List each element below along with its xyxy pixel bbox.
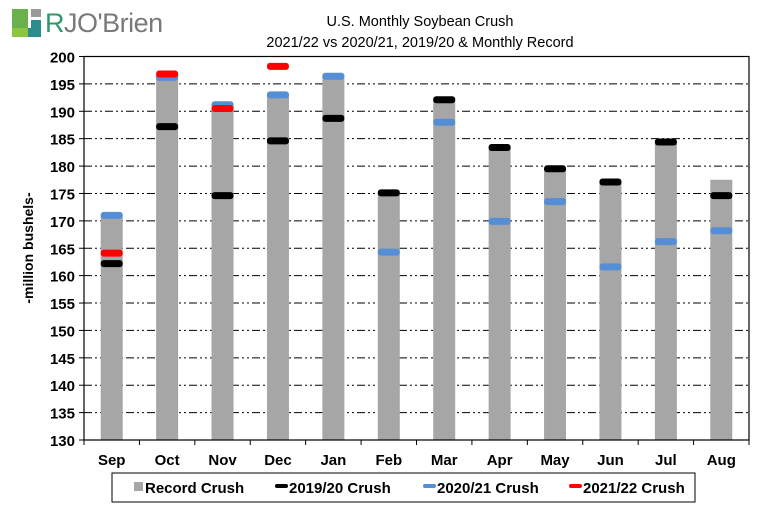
marker-2020-21-crush-aug [710, 227, 733, 235]
x-tick-label: May [540, 452, 570, 469]
legend-box [111, 472, 696, 503]
marker-2019-20-crush-oct [156, 123, 179, 131]
y-tick-label: 135 [50, 406, 75, 423]
legend-swatch-2019-20-crush [275, 484, 288, 488]
rjobrien-logo: RJO'Brien [12, 8, 163, 38]
record-bar-aug [710, 179, 733, 440]
marker-2020-21-crush-sep [100, 211, 123, 219]
marker-2021-22-crush-dec [266, 62, 289, 70]
x-tick-label: Mar [431, 452, 458, 469]
legend-label: 2020/21 Crush [437, 480, 539, 497]
gridlines [84, 83, 749, 414]
marker-2019-20-crush-aug [710, 192, 733, 200]
marker-2020-21-crush-dec [266, 91, 289, 99]
y-tick-label: 160 [50, 269, 75, 286]
legend: Record Crush 2019/20 Crush 2020/21 Crush 20… [111, 472, 696, 503]
y-tick-label: 185 [50, 132, 75, 149]
year-markers [100, 62, 733, 271]
record-bar-mar [433, 99, 456, 441]
legend-swatch-2020-21-crush [423, 484, 436, 488]
x-tick-label: Jun [597, 452, 624, 469]
legend-swatch-2021-22-crush [569, 484, 582, 488]
marker-2020-21-crush-jul [654, 238, 677, 246]
y-tick-label: 155 [50, 296, 75, 313]
x-tick-label: Feb [375, 452, 402, 469]
logo-text: RJO'Brien [45, 8, 163, 39]
logo-mark-icon [12, 9, 41, 37]
record-bar-jan [322, 75, 345, 441]
legend-label: 2021/22 Crush [583, 480, 685, 497]
marker-2019-20-crush-jun [599, 178, 622, 186]
record-bar-jun [599, 180, 622, 440]
marker-2021-22-crush-sep [100, 249, 123, 257]
record-bar-may [544, 168, 567, 440]
record-bar-sep [100, 214, 123, 440]
marker-2019-20-crush-mar [433, 96, 456, 104]
y-tick-label: 180 [50, 159, 75, 176]
marker-2021-22-crush-oct [156, 70, 179, 78]
legend-label: Record Crush [145, 480, 244, 497]
y-tick-labels: 130 135 140 145 150 155 160 165 170 175 180 185 190 1… [50, 50, 84, 450]
x-tick-label: Apr [487, 452, 513, 469]
marker-2019-20-crush-feb [377, 189, 400, 197]
legend-label: 2019/20 Crush [289, 480, 391, 497]
chart-title: U.S. Monthly Soybean Crush [327, 14, 514, 30]
x-tick-label: Oct [155, 452, 180, 469]
marker-2020-21-crush-jun [599, 263, 622, 271]
marker-2021-22-crush-nov [211, 105, 234, 113]
y-tick-label: 145 [50, 351, 75, 368]
record-bar-nov [211, 104, 234, 440]
x-tick-label: Nov [208, 452, 237, 469]
y-tick-label: 130 [50, 433, 75, 450]
record-bar-oct [156, 75, 179, 441]
chart-subtitle: 2021/22 vs 2020/21, 2019/20 & Monthly Re… [266, 35, 573, 51]
record-bar-feb [377, 191, 400, 440]
marker-2020-21-crush-apr [488, 217, 511, 225]
logo-text-rest: JO'Brien [64, 7, 163, 38]
logo-text-initial: R [45, 7, 65, 38]
legend-swatch-record [134, 482, 143, 491]
y-tick-label: 140 [50, 378, 75, 395]
marker-2020-21-crush-may [544, 198, 567, 206]
x-tick-label: Dec [264, 452, 292, 469]
marker-2019-20-crush-sep [100, 260, 123, 268]
marker-2019-20-crush-nov [211, 192, 234, 200]
marker-2019-20-crush-dec [266, 137, 289, 145]
marker-2020-21-crush-feb [377, 248, 400, 256]
x-tick-label: Jul [655, 452, 677, 469]
marker-2019-20-crush-may [544, 165, 567, 173]
y-tick-label: 200 [50, 50, 75, 67]
x-tick-label: Aug [707, 452, 736, 469]
y-tick-label: 150 [50, 323, 75, 340]
y-tick-label: 170 [50, 214, 75, 231]
x-tick-labels: Sep Oct Nov Dec Jan Feb Mar Apr May Jun Jul Aug [83, 440, 750, 469]
y-axis-label: -million bushels- [20, 192, 36, 304]
y-tick-label: 195 [50, 77, 75, 94]
marker-2020-21-crush-jan [322, 72, 345, 80]
marker-2019-20-crush-apr [488, 143, 511, 151]
marker-2019-20-crush-jul [654, 138, 677, 146]
marker-2020-21-crush-mar [433, 118, 456, 126]
marker-2019-20-crush-jan [322, 114, 345, 122]
record-bar-dec [266, 93, 289, 441]
y-tick-label: 175 [50, 186, 75, 203]
x-tick-label: Sep [98, 452, 126, 469]
y-tick-label: 190 [50, 104, 75, 121]
x-tick-label: Jan [320, 452, 346, 469]
record-bar-apr [488, 146, 511, 440]
y-tick-label: 165 [50, 241, 75, 258]
record-bar-jul [654, 140, 677, 440]
